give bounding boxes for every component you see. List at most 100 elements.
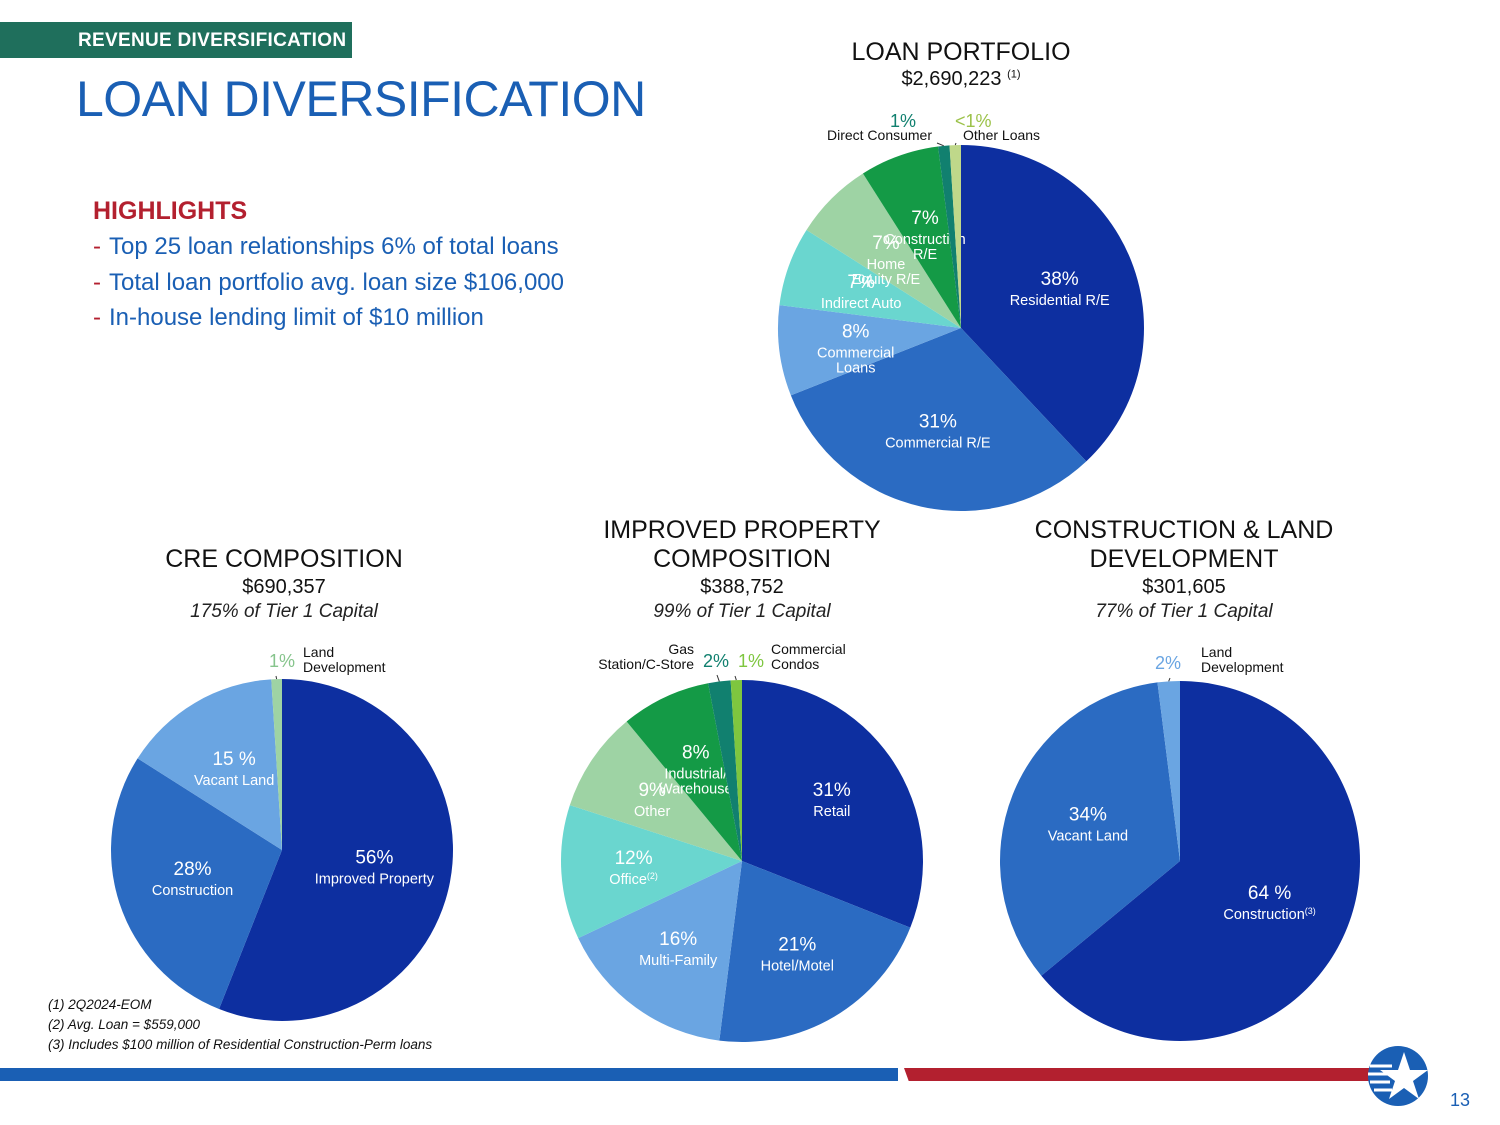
improved-slice	[569, 721, 742, 861]
highlight-item: - Top 25 loan relationships 6% of total l…	[93, 233, 559, 260]
improved-slice	[708, 680, 742, 861]
loan-portfolio-slice-pct: <1%	[955, 111, 992, 131]
improved-slice-name: Retail	[813, 804, 850, 820]
loan-portfolio-slice	[862, 146, 961, 328]
footnote: (2) Avg. Loan = $559,000	[48, 1017, 200, 1032]
loan-portfolio-slice-name: Commercial R/E	[885, 436, 991, 452]
construction-slice-name: Land Development	[1201, 644, 1284, 675]
improved-slice	[719, 861, 911, 1042]
cre-slice-pct: 56%	[355, 848, 393, 869]
loan-portfolio-amount: $2,690,223 (1)	[811, 68, 1111, 91]
loan-portfolio-slice-name: Home Equity R/E	[852, 257, 921, 288]
construction-amount: $301,605	[1142, 576, 1226, 598]
section-tag: REVENUE DIVERSIFICATION	[0, 22, 352, 58]
improved-capital: 99% of Tier 1 Capital	[653, 601, 831, 622]
construction-slice-name: Vacant Land	[1048, 829, 1128, 845]
cre-slice-name: Vacant Land	[194, 773, 274, 789]
improved-slice-pct: 16%	[659, 929, 697, 950]
improved-slice-name: Other	[634, 804, 670, 820]
construction-slice	[1041, 681, 1360, 1042]
loan-portfolio-slice	[949, 145, 961, 328]
page-number: 13	[1449, 1090, 1470, 1110]
cre-slice-name: Land Development	[303, 644, 386, 675]
improved-slice	[626, 683, 742, 861]
improved-slice-name: Industrial/Warehouse	[659, 767, 733, 798]
cre-capital: 175% of Tier 1 Capital	[190, 601, 378, 622]
construction-slice-pct: 34%	[1069, 805, 1107, 826]
loan-portfolio-slice-pct: 8%	[842, 321, 870, 342]
improved-amount: $388,752	[700, 576, 784, 598]
loan-portfolio-slice-pct: 7%	[847, 272, 875, 293]
loan-portfolio-slice-name: Construction R/E	[884, 232, 965, 263]
loan-portfolio-slice-pct: 1%	[890, 111, 916, 131]
cre-slice-pct: 1%	[269, 651, 295, 671]
improved-slice-pct: 12%	[615, 848, 653, 869]
loan-portfolio-slice-pct: 7%	[911, 208, 939, 229]
highlight-text: In-house lending limit of $10 million	[109, 304, 484, 331]
improved-slice-name: Commercial Condos	[771, 641, 846, 672]
loan-portfolio-slice-pct: 38%	[1041, 269, 1079, 290]
cre-slice-pct: 28%	[174, 859, 212, 880]
construction-slice-pct: 2%	[1155, 653, 1181, 673]
loan-portfolio-slice	[806, 173, 961, 328]
improved-slice	[578, 861, 742, 1041]
cre-slice-pct: 15 %	[212, 749, 255, 770]
improved-slice-name: Gas Station/C-Store	[598, 641, 694, 672]
improved-slice-pct: 1%	[738, 651, 764, 671]
loan-portfolio-slice-pct: 7%	[872, 233, 900, 254]
construction-slice	[1000, 682, 1180, 976]
improved-slice-pct: 31%	[813, 780, 851, 801]
construction-leader-line	[1168, 677, 1171, 682]
highlight-item: - Total loan portfolio avg. loan size $10…	[93, 269, 564, 296]
highlight-text: Top 25 loan relationships 6% of total lo…	[109, 233, 559, 260]
loan-portfolio-slice-name: Commercial Loans	[817, 345, 894, 376]
loan-portfolio-slice-name: Other Loans	[963, 127, 1040, 143]
loan-portfolio-slice	[790, 328, 1087, 511]
footer-bar-blue	[0, 1068, 898, 1081]
cre-slice	[219, 678, 454, 1021]
page-title: LOAN DIVERSIFICATION	[76, 71, 646, 127]
improved-slice-pct: 2%	[703, 651, 729, 671]
loan-portfolio-amount-value: $2,690,223	[901, 68, 1002, 90]
loan-portfolio-leader-line	[954, 142, 957, 146]
cre-title: CRE COMPOSITION	[165, 545, 403, 573]
loan-portfolio-slice	[779, 229, 961, 328]
cre-slice	[137, 679, 282, 850]
loan-portfolio-slice-name: Indirect Auto	[821, 296, 902, 312]
loan-portfolio-slice-name: Direct Consumer	[827, 127, 932, 143]
improved-slice-name: Office(2)	[609, 871, 658, 888]
improved-slice-name: Multi-Family	[639, 953, 718, 969]
loan-portfolio-slice-pct: 31%	[919, 412, 957, 433]
improved-slice-name: Hotel/Motel	[761, 958, 834, 974]
construction-slice	[1157, 681, 1180, 861]
cre-amount: $690,357	[242, 576, 326, 598]
improved-title: IMPROVED PROPERTY COMPOSITION	[603, 516, 881, 573]
loan-portfolio-slice	[961, 145, 1144, 462]
cre-slice-name: Construction	[152, 883, 233, 899]
cre-leader-line	[275, 675, 278, 680]
construction-title: CONSTRUCTION & LAND DEVELOPMENT	[1034, 516, 1334, 573]
improved-slice-pct: 21%	[778, 934, 816, 955]
highlight-text: Total loan portfolio avg. loan size $106…	[109, 269, 564, 296]
loan-portfolio-amount-note: (1)	[1007, 68, 1021, 81]
loan-portfolio-title: LOAN PORTFOLIO	[851, 38, 1071, 66]
improved-slice	[561, 805, 742, 939]
highlights-title: HIGHLIGHTS	[93, 197, 248, 225]
cre-slice	[110, 758, 283, 1009]
improved-slice	[730, 680, 742, 861]
improved-leader-line	[716, 674, 720, 682]
improved-slice-pct: 8%	[682, 743, 710, 764]
star-logo-icon	[1368, 1046, 1428, 1106]
section-tag-label: REVENUE DIVERSIFICATION	[78, 30, 347, 51]
cre-slice	[271, 679, 282, 850]
construction-slice-name: Construction(3)	[1223, 906, 1315, 923]
improved-slice-pct: 9%	[638, 780, 666, 801]
loan-portfolio-slice	[778, 305, 961, 396]
construction-capital: 77% of Tier 1 Capital	[1095, 601, 1273, 622]
footnote: (1) 2Q2024-EOM	[48, 997, 152, 1012]
improved-slice	[742, 680, 923, 928]
footer-bar-red	[904, 1068, 1374, 1081]
cre-slice-name: Improved Property	[315, 872, 435, 888]
loan-portfolio-slice-name: Residential R/E	[1010, 293, 1110, 309]
